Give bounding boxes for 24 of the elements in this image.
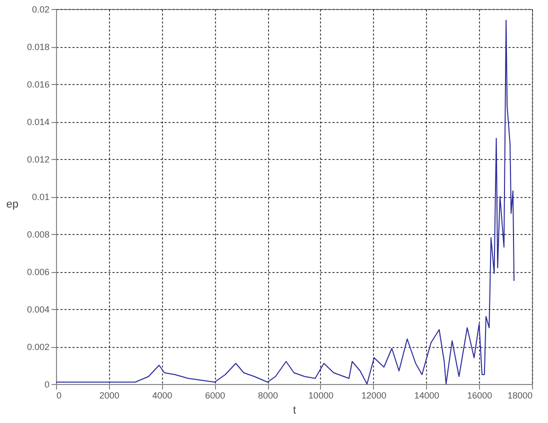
x-tick-label: 6000 bbox=[205, 390, 226, 400]
x-tick-label: 12000 bbox=[361, 390, 386, 400]
x-tick-label: 10000 bbox=[308, 390, 334, 400]
y-tick-label: 0.016 bbox=[26, 80, 50, 90]
x-tick-label: 0 bbox=[56, 390, 62, 400]
y-tick-label: 0.004 bbox=[26, 304, 50, 314]
x-tick-label: 14000 bbox=[414, 390, 440, 400]
y-tick-label: 0.01 bbox=[32, 192, 50, 202]
x-axis-title: t bbox=[292, 404, 296, 416]
x-tick-label: 8000 bbox=[258, 390, 278, 400]
y-axis-title: ep bbox=[6, 198, 18, 210]
y-tick-label: 0.02 bbox=[32, 4, 50, 14]
y-tick-label: 0.008 bbox=[26, 230, 50, 240]
y-tick-label: 0.018 bbox=[26, 42, 50, 52]
x-tick-label: 18000 bbox=[507, 390, 532, 400]
y-tick-label: 0.012 bbox=[26, 154, 50, 164]
y-tick-label: 0.002 bbox=[26, 342, 50, 352]
x-tick-label: 16000 bbox=[467, 390, 492, 400]
x-tick-label: 2000 bbox=[99, 390, 120, 400]
x-tick-label: 4000 bbox=[152, 390, 172, 400]
y-tick-label: 0.006 bbox=[26, 267, 50, 277]
y-tick-label: 0.014 bbox=[26, 117, 50, 127]
line-series bbox=[56, 20, 515, 384]
y-tick-label: 0 bbox=[44, 380, 50, 390]
